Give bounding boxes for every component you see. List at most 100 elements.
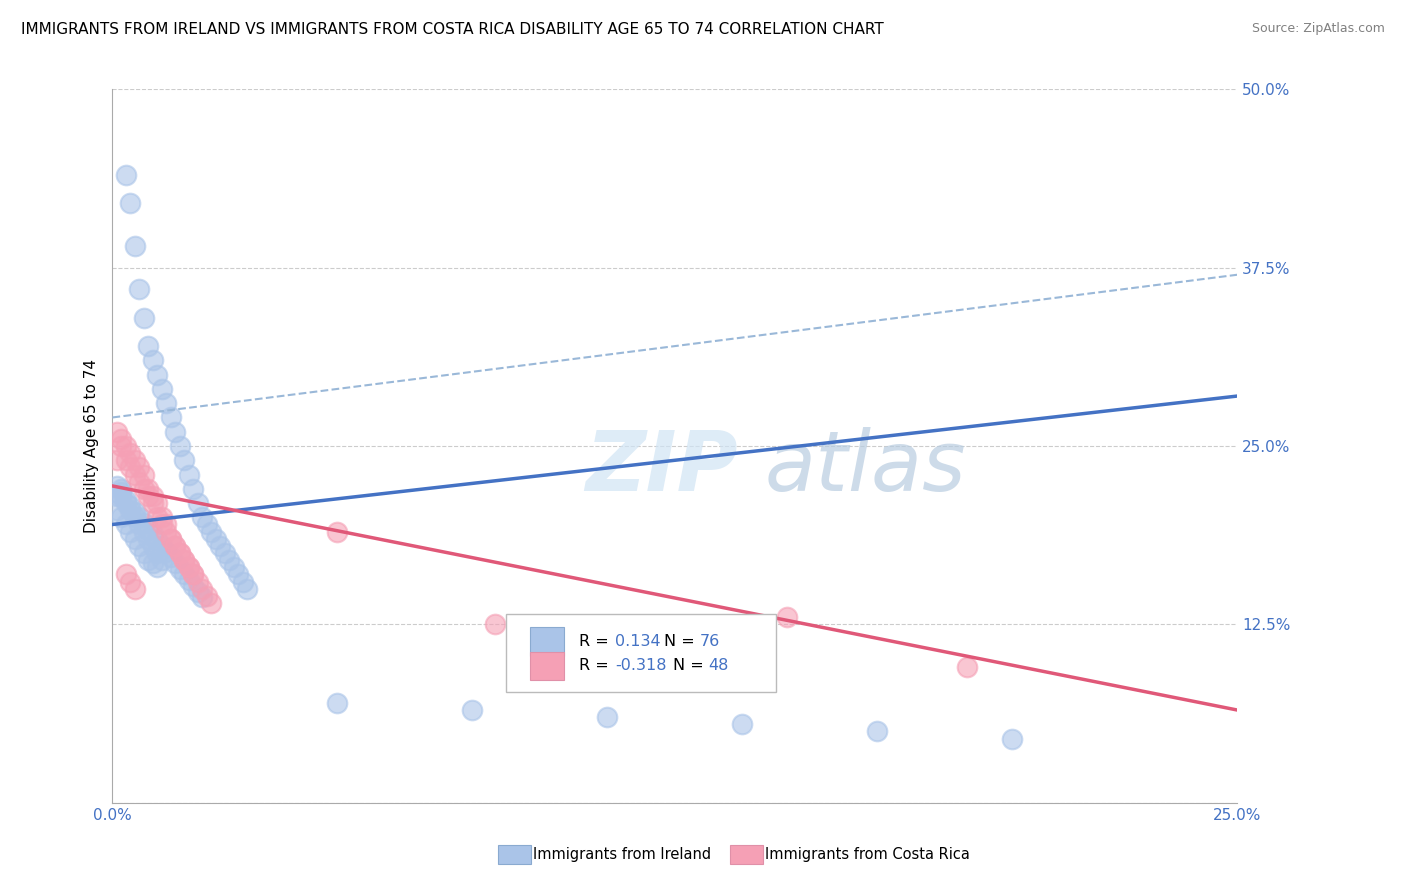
Point — [177, 573, 200, 587]
Point — [105, 453, 128, 467]
Point — [155, 396, 177, 410]
Point — [150, 517, 173, 532]
Point — [173, 553, 195, 567]
Point — [132, 546, 155, 560]
Point — [142, 527, 165, 541]
Point — [146, 546, 169, 560]
Point — [150, 382, 173, 396]
Point — [142, 489, 165, 503]
Point — [132, 482, 155, 496]
Point — [150, 553, 173, 567]
Point — [120, 460, 142, 475]
Point — [187, 574, 209, 589]
Point — [183, 482, 205, 496]
Point — [160, 550, 183, 565]
Point — [232, 574, 254, 589]
Point — [120, 196, 142, 211]
Text: R =: R = — [579, 634, 614, 649]
Point — [169, 546, 191, 560]
FancyBboxPatch shape — [530, 627, 564, 656]
Point — [173, 453, 195, 467]
Point — [641, 667, 664, 681]
Point — [228, 567, 250, 582]
Point — [110, 482, 132, 496]
Point — [124, 510, 146, 524]
Point — [120, 446, 142, 460]
Point — [173, 567, 195, 582]
Text: N =: N = — [664, 634, 700, 649]
Point — [128, 475, 150, 489]
Point — [155, 517, 177, 532]
Point — [105, 425, 128, 439]
Point — [138, 489, 160, 503]
Point — [115, 439, 138, 453]
Text: Immigrants from Costa Rica: Immigrants from Costa Rica — [765, 847, 970, 862]
Point — [105, 503, 128, 517]
Point — [191, 591, 214, 605]
Point — [165, 539, 187, 553]
Point — [115, 496, 138, 510]
Point — [150, 539, 173, 553]
Point — [191, 510, 214, 524]
Point — [132, 516, 155, 530]
Point — [146, 560, 169, 574]
Point — [120, 499, 142, 513]
Text: Source: ZipAtlas.com: Source: ZipAtlas.com — [1251, 22, 1385, 36]
Text: 76: 76 — [700, 634, 720, 649]
Point — [115, 493, 138, 508]
Point — [222, 560, 245, 574]
Point — [115, 517, 138, 532]
Point — [776, 610, 799, 624]
Point — [173, 553, 195, 567]
Y-axis label: Disability Age 65 to 74: Disability Age 65 to 74 — [83, 359, 98, 533]
Point — [105, 479, 128, 493]
Point — [866, 724, 889, 739]
Point — [205, 532, 228, 546]
Point — [132, 524, 155, 539]
Point — [110, 439, 132, 453]
Point — [191, 582, 214, 596]
Point — [128, 539, 150, 553]
Point — [731, 717, 754, 731]
Point — [120, 503, 142, 517]
Text: R =: R = — [579, 658, 614, 673]
Point — [115, 567, 138, 582]
Point — [110, 432, 132, 446]
Point — [160, 532, 183, 546]
Point — [105, 489, 128, 503]
FancyBboxPatch shape — [530, 651, 564, 680]
Point — [146, 533, 169, 548]
Text: atlas: atlas — [765, 427, 966, 508]
Point — [160, 410, 183, 425]
Point — [177, 560, 200, 574]
Point — [142, 556, 165, 570]
Point — [110, 510, 132, 524]
Point — [596, 710, 619, 724]
Point — [124, 505, 146, 519]
Point — [209, 539, 232, 553]
Point — [138, 522, 160, 536]
Point — [155, 524, 177, 539]
Point — [214, 546, 236, 560]
Point — [183, 579, 205, 593]
Point — [138, 482, 160, 496]
Point — [169, 562, 191, 576]
Point — [124, 467, 146, 482]
Text: ZIP: ZIP — [585, 427, 738, 508]
Point — [128, 460, 150, 475]
Point — [200, 596, 222, 610]
Point — [160, 532, 183, 546]
Point — [128, 510, 150, 524]
Point — [150, 510, 173, 524]
Point — [236, 582, 259, 596]
Point — [177, 467, 200, 482]
Point — [142, 539, 165, 553]
Point — [218, 553, 240, 567]
Point — [128, 282, 150, 296]
Point — [169, 546, 191, 560]
Point — [132, 467, 155, 482]
Point — [956, 660, 979, 674]
Point — [200, 524, 222, 539]
Point — [115, 453, 138, 467]
Point — [115, 168, 138, 182]
